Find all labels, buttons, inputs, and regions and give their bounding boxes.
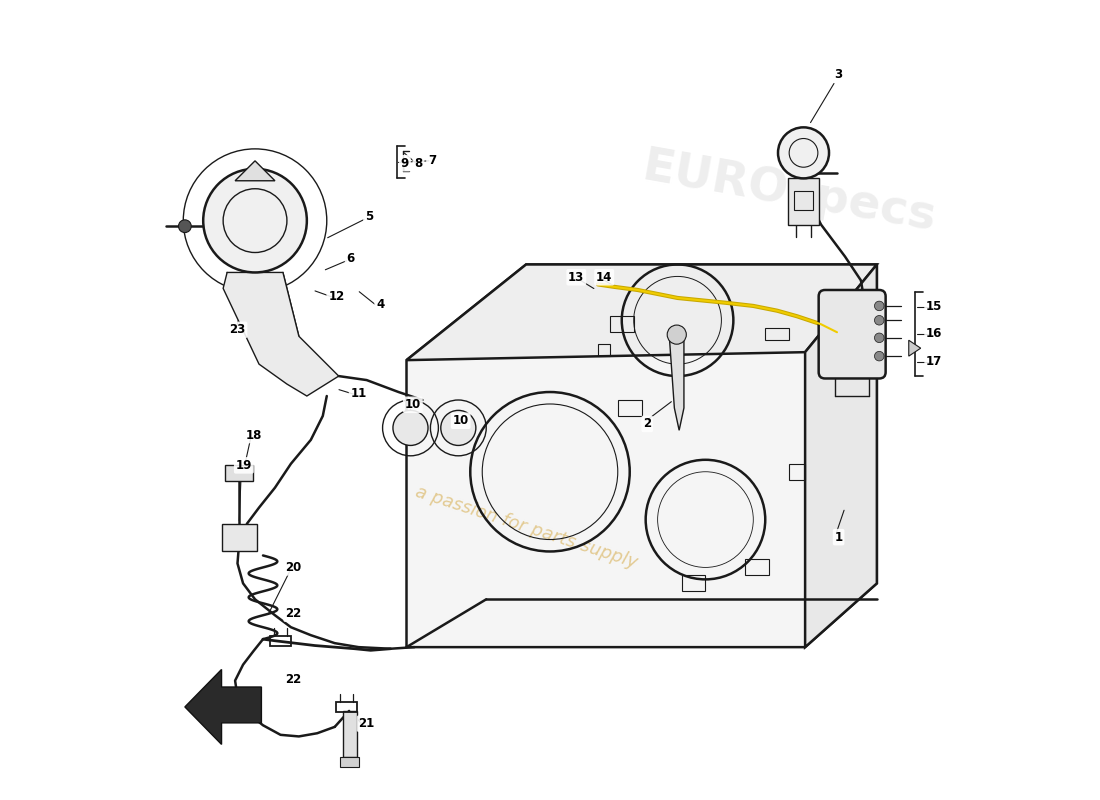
Text: 7: 7 — [428, 154, 436, 167]
Text: 10: 10 — [405, 398, 421, 411]
Circle shape — [668, 325, 686, 344]
Polygon shape — [340, 757, 360, 766]
Text: 18: 18 — [245, 429, 262, 442]
Polygon shape — [788, 178, 820, 225]
Polygon shape — [407, 265, 877, 360]
Text: 6: 6 — [346, 251, 355, 265]
Text: 14: 14 — [596, 270, 613, 284]
Text: 17: 17 — [926, 355, 943, 368]
Circle shape — [204, 169, 307, 273]
Polygon shape — [235, 161, 275, 181]
Text: 23: 23 — [230, 323, 245, 336]
Text: 11: 11 — [351, 387, 366, 400]
Text: 8: 8 — [415, 157, 422, 170]
Circle shape — [874, 333, 884, 342]
Circle shape — [178, 220, 191, 233]
FancyBboxPatch shape — [818, 290, 886, 378]
Circle shape — [874, 315, 884, 325]
Polygon shape — [805, 265, 877, 647]
Text: 9: 9 — [400, 157, 409, 170]
Text: 5: 5 — [365, 210, 373, 223]
Text: a passion for parts supply: a passion for parts supply — [412, 483, 639, 572]
Polygon shape — [224, 466, 253, 482]
Text: 15: 15 — [926, 300, 943, 314]
Polygon shape — [407, 265, 877, 647]
Text: 2: 2 — [644, 418, 651, 430]
Text: 10: 10 — [452, 414, 469, 427]
Text: 13: 13 — [569, 270, 584, 284]
Text: 4: 4 — [376, 298, 384, 311]
Text: 22: 22 — [285, 673, 301, 686]
Text: 19: 19 — [235, 459, 252, 472]
Text: 3: 3 — [835, 68, 843, 82]
Text: 21: 21 — [359, 717, 375, 730]
Text: EUROspecs: EUROspecs — [639, 145, 939, 241]
Circle shape — [778, 127, 829, 178]
Text: 22: 22 — [285, 607, 301, 620]
Polygon shape — [343, 711, 358, 757]
Circle shape — [393, 410, 428, 446]
Text: 20: 20 — [285, 561, 301, 574]
Text: 1: 1 — [835, 530, 843, 544]
Circle shape — [874, 301, 884, 310]
Polygon shape — [223, 273, 339, 396]
Text: 12: 12 — [328, 290, 344, 303]
Polygon shape — [221, 523, 256, 551]
Polygon shape — [185, 670, 262, 744]
Circle shape — [441, 410, 476, 446]
Text: 16: 16 — [926, 327, 943, 340]
Polygon shape — [909, 340, 921, 356]
Circle shape — [874, 351, 884, 361]
Polygon shape — [670, 340, 684, 430]
